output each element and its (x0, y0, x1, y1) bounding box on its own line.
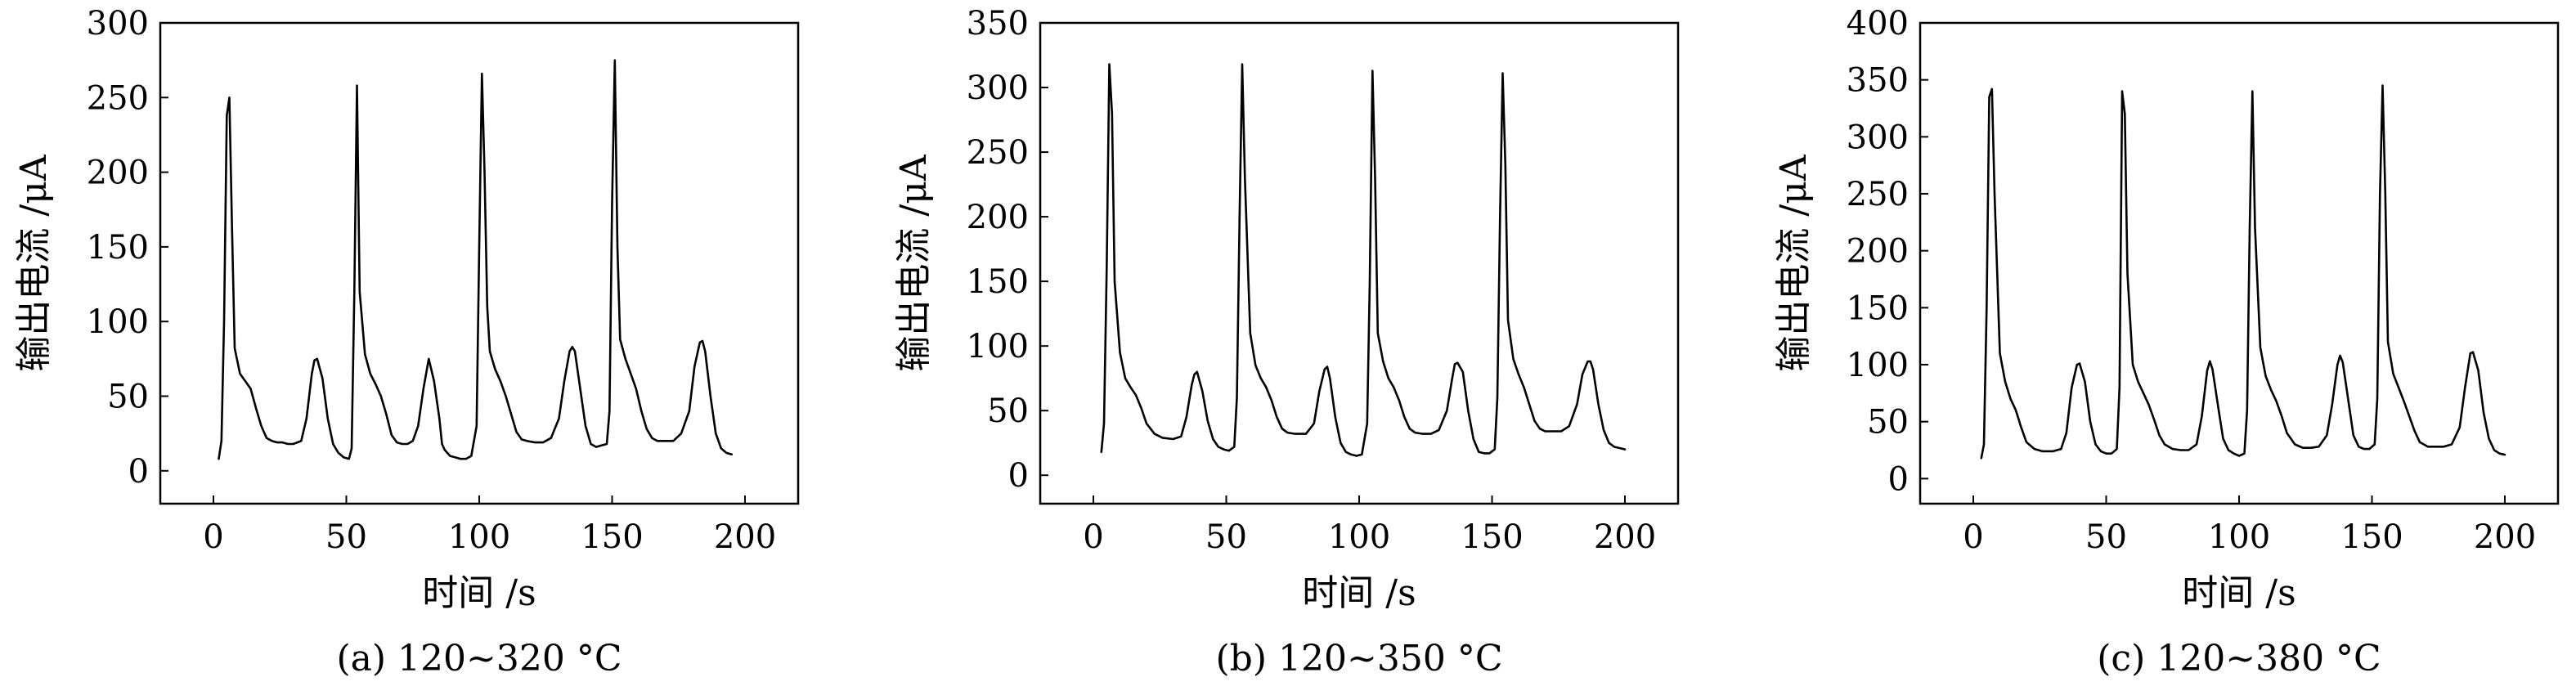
panel-caption: (a) 120~320 °C (336, 638, 622, 679)
y-tick-label: 0 (128, 453, 149, 491)
y-tick-label: 100 (1847, 347, 1909, 384)
panel-caption: (b) 120~350 °C (1216, 638, 1503, 679)
y-tick-label: 300 (967, 70, 1029, 107)
y-tick-label: 150 (1847, 289, 1909, 327)
plot-frame (1919, 21, 2560, 505)
x-tick-label: 150 (581, 518, 643, 556)
y-tick-label: 350 (1847, 62, 1909, 100)
y-tick-label: 50 (107, 379, 149, 416)
x-tick-label: 100 (2208, 518, 2270, 556)
chart-panel-3: 0 50 100 150 200 0 50 100 150 200 250 300 350 400 时间 /… (1773, 5, 2560, 679)
x-tick-label: 150 (1461, 518, 1523, 556)
y-tick-label: 250 (1847, 176, 1909, 213)
chart-panel-2: 0 50 100 150 200 0 50 100 150 200 250 300 350 时间 /s 输出… (893, 5, 1680, 679)
series-line-1 (1980, 84, 2506, 460)
x-tick-label: 200 (1594, 518, 1656, 556)
y-tick-label: 200 (87, 155, 149, 192)
x-tick-label: 100 (1328, 518, 1390, 556)
x-tick-label: 200 (2474, 518, 2536, 556)
y-axis-label: 输出电流 /μA (1773, 154, 1815, 371)
y-tick-label: 300 (1847, 119, 1909, 156)
y-axis-label: 输出电流 /μA (13, 154, 55, 371)
panel-caption: (c) 120~380 °C (2097, 638, 2381, 679)
x-tick-label: 50 (1205, 518, 1247, 556)
y-tick-label: 50 (987, 392, 1029, 430)
series-line-1 (1100, 63, 1627, 457)
y-tick-label: 250 (87, 79, 149, 117)
y-tick-label: 100 (87, 303, 149, 341)
x-axis-label: 时间 /s (422, 572, 536, 614)
x-axis-label: 时间 /s (2182, 572, 2296, 614)
y-tick-label: 300 (87, 5, 149, 43)
y-tick-label: 150 (87, 229, 149, 267)
y-tick-label: 50 (1867, 404, 1909, 442)
x-tick-label: 200 (714, 518, 776, 556)
y-axis-label: 输出电流 /μA (893, 154, 935, 371)
y-tick-label: 250 (967, 134, 1029, 172)
y-tick-label: 200 (967, 199, 1029, 236)
y-tick-label: 400 (1847, 5, 1909, 43)
x-tick-label: 50 (2085, 518, 2127, 556)
x-tick-label: 50 (325, 518, 367, 556)
x-axis-label: 时间 /s (1302, 572, 1416, 614)
x-tick-label: 0 (1083, 518, 1103, 556)
plot-frame (1039, 21, 1680, 505)
y-tick-label: 100 (967, 328, 1029, 365)
y-tick-label: 150 (967, 263, 1029, 301)
y-tick-label: 350 (967, 5, 1029, 43)
y-tick-label: 0 (1008, 457, 1029, 495)
x-tick-label: 100 (448, 518, 510, 556)
chart-panel-1: 0 50 100 150 200 0 50 100 150 200 250 300 时间 /s 输出电流 … (13, 5, 800, 679)
x-tick-label: 0 (1963, 518, 1983, 556)
x-tick-label: 150 (2340, 518, 2403, 556)
series-line-1 (218, 59, 734, 460)
x-tick-label: 0 (203, 518, 223, 556)
y-tick-label: 0 (1888, 460, 1909, 498)
y-tick-label: 200 (1847, 233, 1909, 271)
